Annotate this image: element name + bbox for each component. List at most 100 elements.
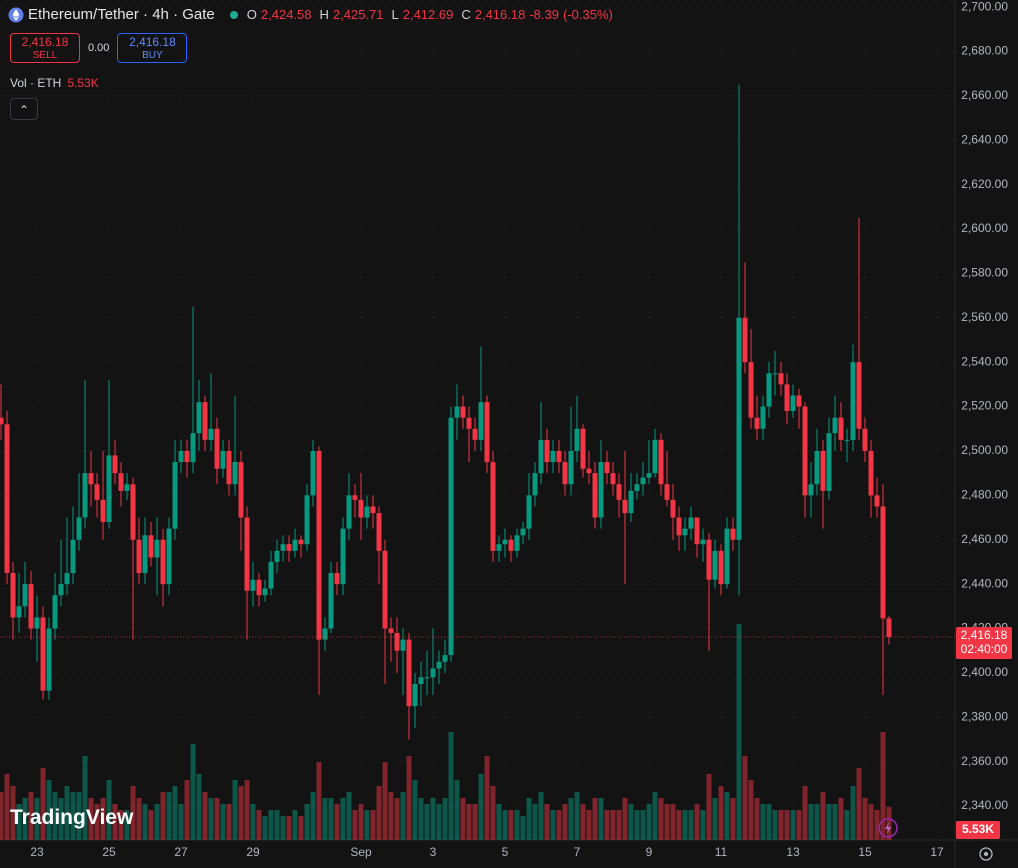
- x-tick-label: 23: [30, 845, 44, 859]
- candle-body: [478, 402, 484, 440]
- candle-body: [460, 406, 466, 418]
- volume-bar: [712, 798, 718, 840]
- candle-body: [178, 450, 184, 463]
- candle-body: [526, 495, 532, 529]
- candle-body: [118, 473, 124, 491]
- volume-bar: [436, 804, 442, 840]
- candle-body: [106, 455, 112, 522]
- volume-bar: [478, 774, 484, 840]
- volume-bar: [730, 798, 736, 840]
- volume-bar: [610, 810, 616, 840]
- volume-bar: [766, 804, 772, 840]
- settings-button[interactable]: [979, 847, 993, 861]
- volume-bar: [196, 774, 202, 840]
- volume-bar: [88, 798, 94, 840]
- buy-button[interactable]: 2,416.18 BUY: [117, 33, 188, 63]
- volume-bar: [760, 804, 766, 840]
- candle-body: [856, 362, 862, 429]
- x-tick-label: Sep: [350, 845, 372, 859]
- candle-body: [586, 468, 592, 474]
- candle-body: [400, 639, 406, 651]
- volume-bar: [466, 804, 472, 840]
- volume-bar: [388, 792, 394, 840]
- x-tick-label: 9: [646, 845, 653, 859]
- volume-bar: [580, 804, 586, 840]
- collapse-button[interactable]: ⌃: [10, 98, 38, 120]
- volume-bar: [652, 792, 658, 840]
- candle-body: [628, 490, 634, 514]
- candle-body: [622, 499, 628, 514]
- volume-bar: [640, 810, 646, 840]
- volume-bar: [112, 804, 118, 840]
- bolt-button[interactable]: [878, 818, 898, 838]
- volume-bar: [826, 804, 832, 840]
- candle-body: [616, 484, 622, 500]
- candle-body: [130, 484, 136, 540]
- candle-body: [760, 406, 766, 429]
- volume-bar: [724, 792, 730, 840]
- volume-bar: [148, 810, 154, 840]
- candle-body: [166, 528, 172, 585]
- symbol[interactable]: Ethereum/Tether · 4h · Gate: [28, 6, 215, 23]
- volume-bar: [856, 768, 862, 840]
- candle-body: [22, 584, 28, 607]
- candle-body: [640, 477, 646, 485]
- volume-bar: [778, 810, 784, 840]
- candle-body: [250, 579, 256, 591]
- candle-body: [364, 506, 370, 518]
- volume-bar: [346, 792, 352, 840]
- candle-body: [670, 499, 676, 518]
- volume-bar: [484, 756, 490, 840]
- volume-bar: [442, 798, 448, 840]
- sell-button[interactable]: 2,416.18 SELL: [10, 33, 80, 63]
- volume-bar: [616, 810, 622, 840]
- candle-body: [520, 528, 526, 536]
- candle-body: [706, 539, 712, 580]
- volume-bar: [364, 810, 370, 840]
- volume-bar: [310, 792, 316, 840]
- y-tick-label: 2,460.00: [961, 532, 1008, 546]
- candle-body: [574, 428, 580, 451]
- status-dot: [229, 10, 238, 19]
- volume-bar: [718, 786, 724, 840]
- volume-bar: [532, 804, 538, 840]
- candle-body: [256, 579, 262, 596]
- volume-bar: [22, 798, 28, 840]
- volume-bar: [490, 786, 496, 840]
- candle-body: [124, 484, 130, 491]
- candle-body: [340, 528, 346, 585]
- candle-body: [76, 517, 82, 540]
- candle-body: [550, 450, 556, 463]
- candle-body: [58, 584, 64, 596]
- candle-body: [244, 517, 250, 591]
- volume-bar: [202, 792, 208, 840]
- candle-body: [0, 417, 4, 425]
- candle-body: [718, 550, 724, 585]
- volume-bar: [790, 810, 796, 840]
- x-tick-label: 25: [102, 845, 116, 859]
- volume-bar: [736, 624, 742, 840]
- price-tag: [956, 626, 1012, 659]
- candle-body: [802, 406, 808, 496]
- candle-body: [808, 484, 814, 496]
- volume-bar: [748, 780, 754, 840]
- volume-bar: [688, 810, 694, 840]
- y-tick-label: 2,620.00: [961, 177, 1008, 191]
- volume-bar: [52, 792, 58, 840]
- candle-body: [874, 495, 880, 507]
- volume-bar: [682, 810, 688, 840]
- y-tick-label: 2,400.00: [961, 665, 1008, 679]
- volume-bar: [0, 792, 4, 840]
- volume-bar: [472, 804, 478, 840]
- volume-bar: [502, 810, 508, 840]
- candle-body: [814, 450, 820, 485]
- bolt-icon: [885, 822, 891, 834]
- candle-body: [346, 495, 352, 529]
- volume-bar: [124, 810, 130, 840]
- volume-bar: [178, 804, 184, 840]
- volume-bar: [280, 816, 286, 840]
- volume-bar: [598, 798, 604, 840]
- y-tick-label: 2,680.00: [961, 44, 1008, 58]
